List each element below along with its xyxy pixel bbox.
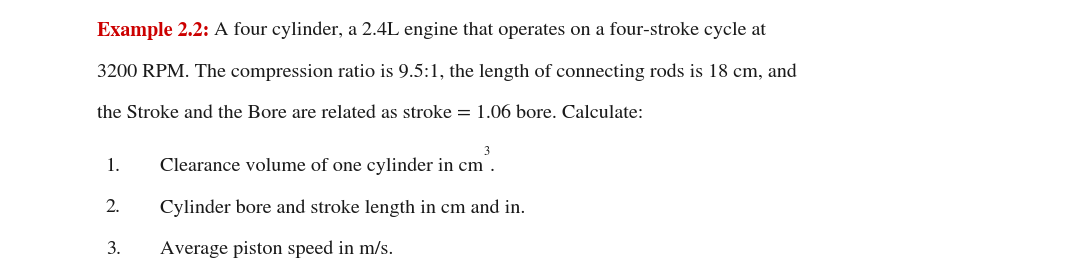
Text: 3: 3 bbox=[483, 146, 489, 158]
Text: Example 2.2:: Example 2.2: bbox=[97, 22, 210, 40]
Text: 3200 RPM. The compression ratio is 9.5:1, the length of connecting rods is 18 cm: 3200 RPM. The compression ratio is 9.5:1… bbox=[97, 63, 797, 81]
Text: Average piston speed in m/s.: Average piston speed in m/s. bbox=[160, 241, 393, 259]
Text: the Stroke and the Bore are related as stroke = 1.06 bore. Calculate:: the Stroke and the Bore are related as s… bbox=[97, 105, 644, 122]
Text: 3.: 3. bbox=[106, 241, 121, 258]
Text: A four cylinder, a 2.4L engine that operates on a four-stroke cycle at: A four cylinder, a 2.4L engine that oper… bbox=[210, 22, 767, 39]
Text: 2.: 2. bbox=[106, 199, 121, 216]
Text: Clearance volume of one cylinder in cm: Clearance volume of one cylinder in cm bbox=[160, 157, 483, 175]
Text: 1.: 1. bbox=[106, 157, 121, 175]
Text: Cylinder bore and stroke length in cm and in.: Cylinder bore and stroke length in cm an… bbox=[160, 199, 525, 217]
Text: .: . bbox=[489, 157, 495, 175]
